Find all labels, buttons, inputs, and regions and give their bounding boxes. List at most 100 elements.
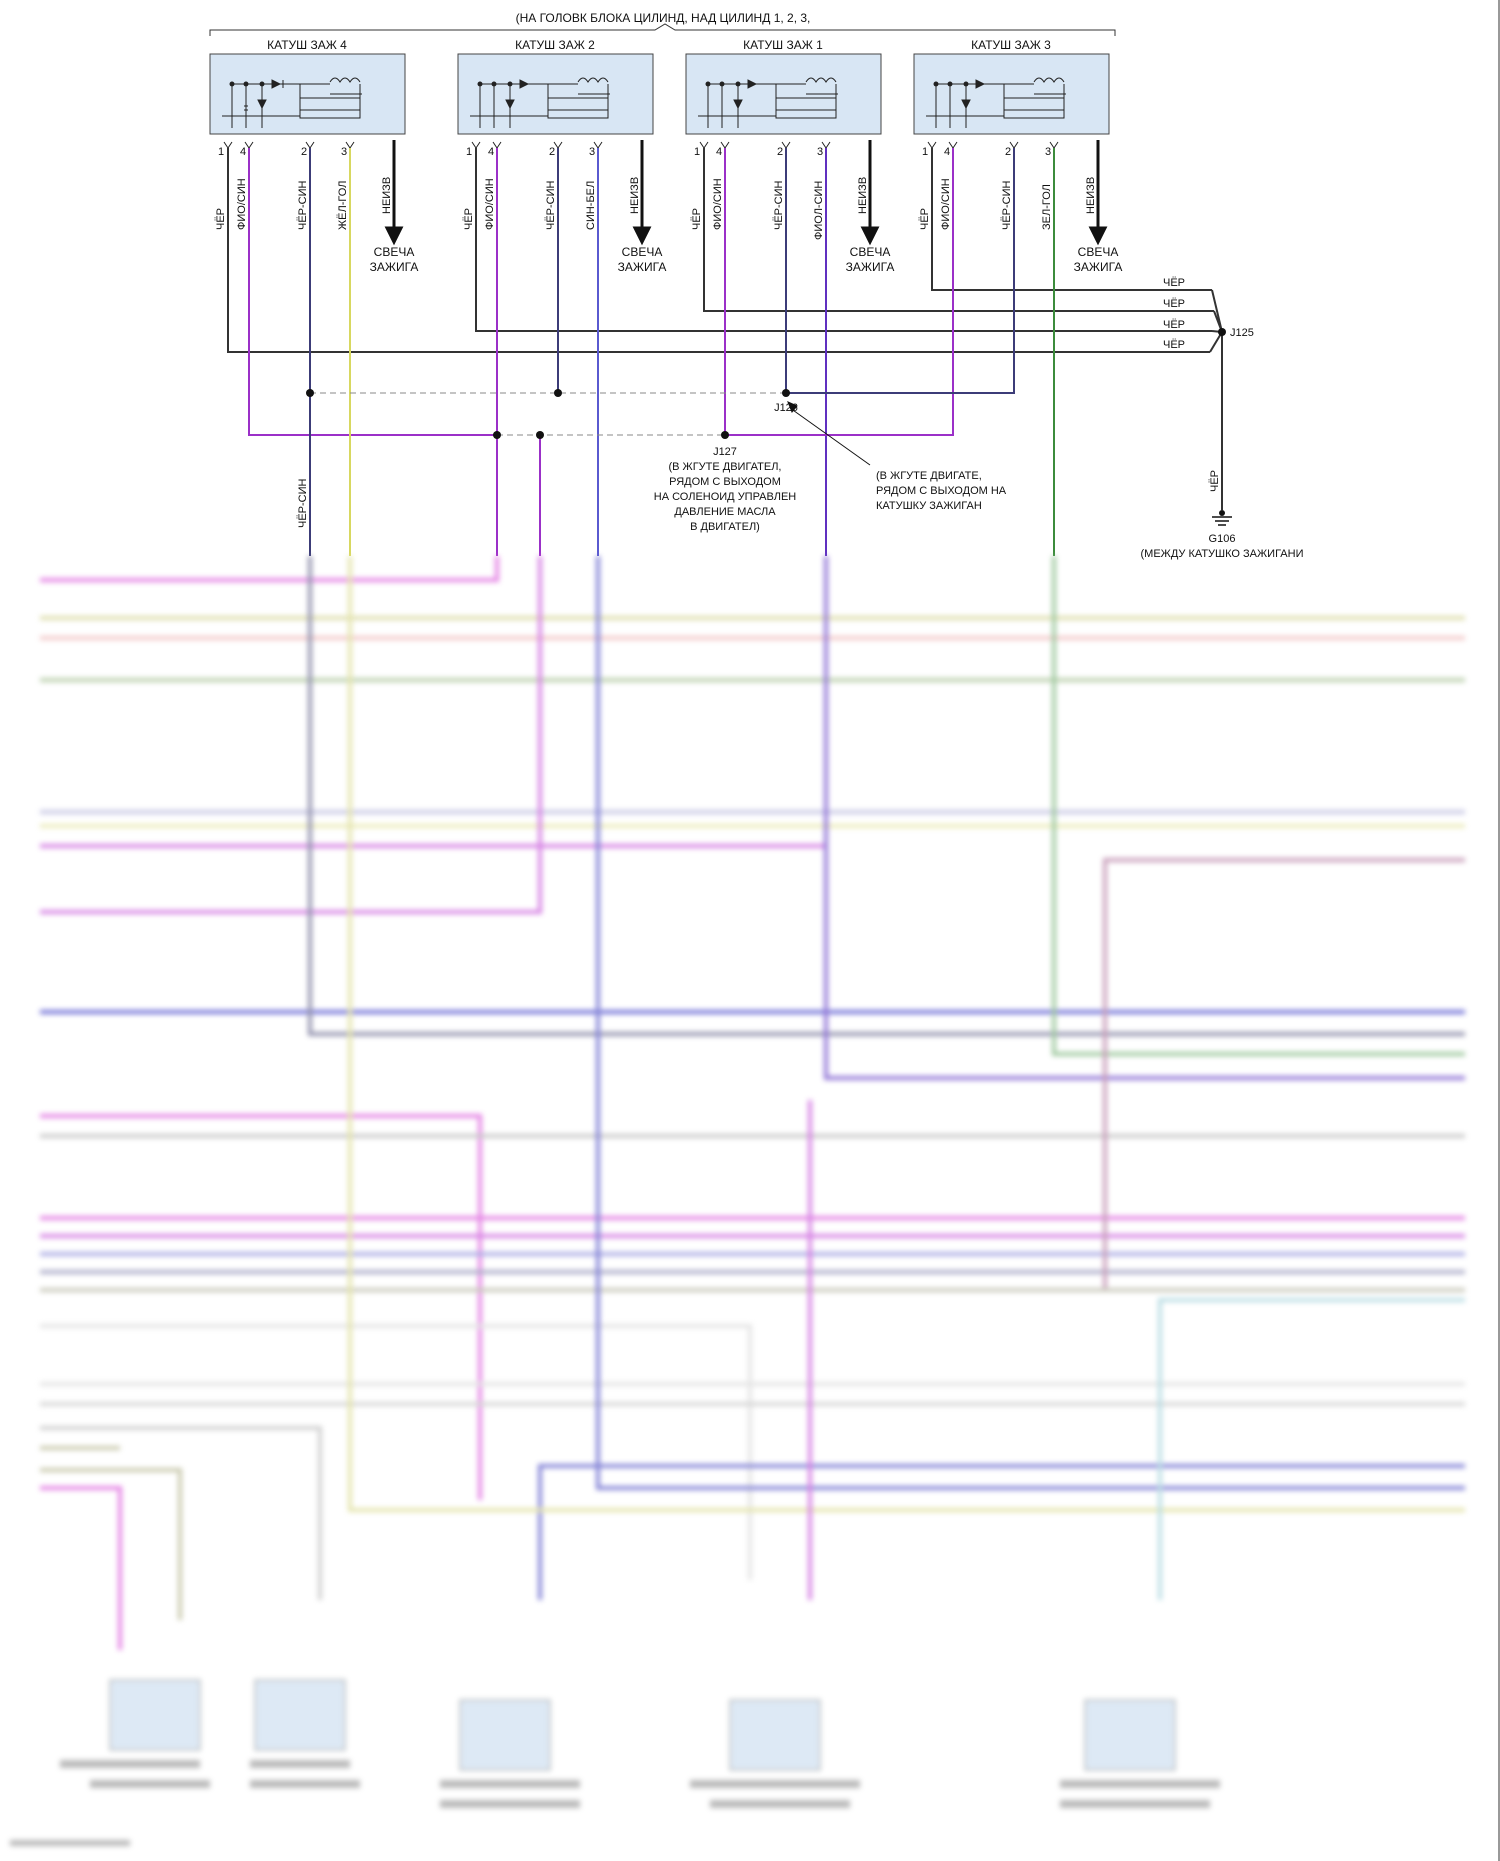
svg-text:ЧЁР: ЧЁР (1163, 339, 1185, 351)
svg-text:НА СОЛЕНОИД УПРАВЛЕН: НА СОЛЕНОИД УПРАВЛЕН (654, 491, 797, 503)
svg-text:НЕИЗВ: НЕИЗВ (381, 177, 393, 214)
svg-text:РЯДОМ С ВЫХОДОМ: РЯДОМ С ВЫХОДОМ (669, 476, 781, 488)
blurred-wiring (10, 556, 1465, 1846)
ground-wire-label: ЧЁР (1209, 470, 1221, 492)
svg-text:4: 4 (488, 146, 494, 158)
svg-text:ФИО/СИН: ФИО/СИН (484, 178, 496, 230)
svg-text:4: 4 (944, 146, 950, 158)
svg-text:В ДВИГАТЕЛ): В ДВИГАТЕЛ) (690, 521, 760, 533)
svg-text:СИН-БЕЛ: СИН-БЕЛ (585, 181, 597, 230)
svg-text:ЧЁР: ЧЁР (1163, 319, 1185, 331)
splice-dots (306, 389, 790, 439)
svg-text:ЧЁР: ЧЁР (1163, 277, 1185, 289)
svg-text:1: 1 (218, 146, 224, 158)
svg-text:ФИО/СИН: ФИО/СИН (940, 178, 952, 230)
spark-plug-label-line2-2: ЗАЖИГА (846, 260, 895, 274)
coil-4-internal-circuit (222, 77, 362, 128)
coil-1-black-wire (703, 148, 1214, 312)
coil-2-title: КАТУШ ЗАЖ 2 (515, 38, 595, 52)
spark-plug-label-2: СВЕЧА (850, 245, 891, 259)
g106-note: (МЕЖДУ КАТУШКО ЗАЖИГАНИ (1141, 548, 1304, 560)
wire-labels: ЧЁР ФИО/СИН ЧЁР-СИН ЖЁЛ-ГОЛ НЕИЗВ ЧЁР ФИ… (215, 177, 1221, 528)
svg-text:ЧЁР: ЧЁР (215, 208, 227, 230)
j125-splice (1209, 289, 1223, 510)
svg-text:4: 4 (716, 146, 722, 158)
svg-text:НЕИЗВ: НЕИЗВ (857, 177, 869, 214)
svg-text:ЧЁР: ЧЁР (919, 208, 931, 230)
spark-plug-label-line2-3: ЗАЖИГА (1074, 260, 1123, 274)
svg-text:ФИО/СИН: ФИО/СИН (236, 178, 248, 230)
coil-wires (227, 148, 1214, 556)
svg-text:2: 2 (301, 146, 307, 158)
coil-3-title: КАТУШ ЗАЖ 3 (971, 38, 1051, 52)
spark-plug-label-line2-1: ЗАЖИГА (618, 260, 667, 274)
spark-plug-label-0: СВЕЧА (374, 245, 415, 259)
svg-text:2: 2 (777, 146, 783, 158)
coil-3-internal-circuit (926, 77, 1066, 128)
svg-text:(В ЖГУТЕ ДВИГАТЕ,: (В ЖГУТЕ ДВИГАТЕ, (876, 470, 982, 482)
svg-text:ЧЁР-СИН: ЧЁР-СИН (1001, 180, 1013, 230)
splice-dashed-lines (310, 392, 786, 436)
svg-text:ЧЁР-СИН: ЧЁР-СИН (773, 180, 785, 230)
j127-label: J127 (713, 446, 737, 458)
blurred-lower-diagram (0, 556, 1500, 1861)
svg-text:4: 4 (240, 146, 246, 158)
j126-label: J126 (774, 402, 798, 414)
ground-bus-labels: ЧЁР ЧЁР ЧЁР ЧЁР (1163, 277, 1185, 351)
svg-text:2: 2 (1005, 146, 1011, 158)
coil-1-box (685, 53, 882, 135)
svg-text:ЧЁР-СИН: ЧЁР-СИН (545, 180, 557, 230)
location-note: (НА ГОЛОВК БЛОКА ЦИЛИНД, НАД ЦИЛИНД 1, 2… (516, 11, 811, 25)
svg-text:ЗЕЛ-ГОЛ: ЗЕЛ-ГОЛ (1041, 184, 1053, 230)
spark-plug-label-line2-0: ЗАЖИГА (370, 260, 419, 274)
j127-note: (В ЖГУТЕ ДВИГАТЕЛ, РЯДОМ С ВЫХОДОМ НА СО… (654, 461, 797, 533)
j126-note: (В ЖГУТЕ ДВИГАТЕ, РЯДОМ С ВЫХОДОМ НА КАТ… (876, 470, 1007, 512)
ground-symbol-icon (1212, 516, 1232, 526)
spark-plug-label-1: СВЕЧА (622, 245, 663, 259)
svg-text:РЯДОМ С ВЫХОДОМ НА: РЯДОМ С ВЫХОДОМ НА (876, 485, 1007, 497)
svg-text:3: 3 (589, 146, 595, 158)
svg-text:2: 2 (549, 146, 555, 158)
coil-3-black-wire (931, 148, 1212, 291)
coil-4-violet-wire (248, 148, 496, 436)
j126-pointer-arrow (787, 401, 871, 466)
svg-text:1: 1 (922, 146, 928, 158)
svg-text:3: 3 (1045, 146, 1051, 158)
svg-text:1: 1 (466, 146, 472, 158)
coil-3-violet-wire (725, 148, 954, 436)
svg-text:ЧЁР-СИН: ЧЁР-СИН (297, 180, 309, 230)
coil-4-box (209, 53, 406, 135)
coil-group-bracket (209, 23, 1116, 36)
svg-text:ЧЁР: ЧЁР (691, 208, 703, 230)
ignition-coil-1: КАТУШ ЗАЖ 1 (685, 38, 882, 135)
coil-4-title: КАТУШ ЗАЖ 4 (267, 38, 347, 52)
svg-text:ЖЁЛ-ГОЛ: ЖЁЛ-ГОЛ (337, 181, 349, 230)
svg-text:ЧЁР: ЧЁР (1163, 298, 1185, 310)
svg-text:НЕИЗВ: НЕИЗВ (1085, 177, 1097, 214)
g106-label: G106 (1209, 533, 1236, 545)
svg-text:ЧЁР: ЧЁР (463, 208, 475, 230)
svg-text:3: 3 (341, 146, 347, 158)
svg-text:ФИОЛ-СИН: ФИОЛ-СИН (813, 181, 825, 240)
j125-label: J125 (1230, 327, 1254, 339)
svg-text:3: 3 (817, 146, 823, 158)
svg-text:НЕИЗВ: НЕИЗВ (629, 177, 641, 214)
spark-plug-outputs (384, 140, 1108, 246)
ignition-coil-4: КАТУШ ЗАЖ 4 (209, 38, 406, 135)
svg-text:(В ЖГУТЕ ДВИГАТЕЛ,: (В ЖГУТЕ ДВИГАТЕЛ, (669, 461, 782, 473)
coil-3-black-blue-wire (786, 148, 1015, 394)
spark-plug-label-3: СВЕЧА (1078, 245, 1119, 259)
coil-pin-numbers: 1 4 2 3 1 4 2 3 1 4 2 3 1 4 2 3 (218, 146, 1051, 158)
coil-2-black-wire (475, 148, 1212, 332)
svg-text:1: 1 (694, 146, 700, 158)
coil-3-box (913, 53, 1110, 135)
coil-4-black-wire (227, 148, 1210, 353)
coil-1-title: КАТУШ ЗАЖ 1 (743, 38, 823, 52)
vertical-wire-label: ЧЁР-СИН (297, 478, 309, 528)
coil-2-internal-circuit (470, 77, 610, 128)
svg-text:КАТУШКУ ЗАЖИГАН: КАТУШКУ ЗАЖИГАН (876, 500, 982, 512)
ignition-coil-3: КАТУШ ЗАЖ 3 (913, 38, 1110, 135)
